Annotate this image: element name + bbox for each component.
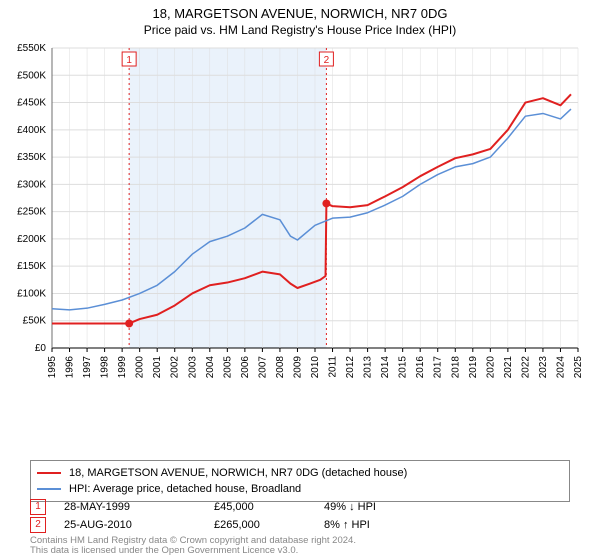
svg-text:£450K: £450K: [17, 98, 46, 109]
svg-text:2003: 2003: [187, 356, 198, 379]
svg-text:2013: 2013: [363, 356, 374, 379]
svg-text:£100K: £100K: [17, 288, 46, 299]
svg-text:2019: 2019: [468, 356, 479, 379]
svg-text:£300K: £300K: [17, 179, 46, 190]
footer-attribution: Contains HM Land Registry data © Crown c…: [30, 536, 356, 557]
sale-price: £265,000: [214, 519, 324, 531]
svg-text:2: 2: [324, 55, 330, 66]
svg-text:£500K: £500K: [17, 70, 46, 81]
svg-text:1: 1: [126, 55, 132, 66]
svg-text:2009: 2009: [292, 356, 303, 379]
sale-marker: 1: [30, 499, 46, 515]
svg-text:£550K: £550K: [17, 43, 46, 54]
svg-text:2022: 2022: [520, 356, 531, 379]
svg-text:2007: 2007: [257, 356, 268, 379]
svg-text:2001: 2001: [152, 356, 163, 379]
table-row: 1 28-MAY-1999 £45,000 49% ↓ HPI: [30, 498, 570, 516]
svg-text:2006: 2006: [240, 356, 251, 379]
sale-marker: 2: [30, 517, 46, 533]
svg-text:2023: 2023: [538, 356, 549, 379]
table-row: 2 25-AUG-2010 £265,000 8% ↑ HPI: [30, 516, 570, 534]
sale-price: £45,000: [214, 501, 324, 513]
svg-text:2011: 2011: [328, 356, 339, 378]
sale-delta: 8% ↑ HPI: [324, 519, 434, 531]
svg-text:1999: 1999: [117, 356, 128, 379]
svg-text:2005: 2005: [222, 356, 233, 379]
svg-text:2018: 2018: [450, 356, 461, 379]
svg-text:2012: 2012: [345, 356, 356, 379]
svg-text:2015: 2015: [398, 356, 409, 379]
sale-date: 28-MAY-1999: [64, 501, 214, 513]
svg-text:2008: 2008: [275, 356, 286, 379]
svg-text:2016: 2016: [415, 356, 426, 379]
svg-text:2017: 2017: [433, 356, 444, 379]
footer-line: This data is licensed under the Open Gov…: [30, 546, 356, 556]
legend-label: HPI: Average price, detached house, Broa…: [69, 483, 301, 495]
sale-date: 25-AUG-2010: [64, 519, 214, 531]
sale-delta: 49% ↓ HPI: [324, 501, 434, 513]
line-chart: £0£50K£100K£150K£200K£250K£300K£350K£400…: [52, 44, 584, 404]
svg-text:1996: 1996: [65, 356, 76, 379]
svg-text:£0: £0: [35, 343, 47, 354]
svg-text:2014: 2014: [380, 356, 391, 379]
svg-text:2002: 2002: [170, 356, 181, 379]
svg-text:£350K: £350K: [17, 152, 46, 163]
svg-text:2021: 2021: [503, 356, 514, 379]
svg-text:£200K: £200K: [17, 234, 46, 245]
svg-text:2025: 2025: [573, 356, 584, 379]
svg-text:2020: 2020: [485, 356, 496, 379]
legend-swatch: [37, 472, 61, 474]
chart-container: 18, MARGETSON AVENUE, NORWICH, NR7 0DG P…: [0, 0, 600, 560]
svg-text:£50K: £50K: [23, 316, 47, 327]
legend-swatch: [37, 488, 61, 490]
svg-text:£400K: £400K: [17, 125, 46, 136]
svg-text:2004: 2004: [205, 356, 216, 379]
chart-subtitle: Price paid vs. HM Land Registry's House …: [0, 21, 600, 41]
legend-item: 18, MARGETSON AVENUE, NORWICH, NR7 0DG (…: [37, 465, 563, 481]
svg-text:2000: 2000: [135, 356, 146, 379]
chart-title: 18, MARGETSON AVENUE, NORWICH, NR7 0DG: [0, 0, 600, 21]
svg-text:1998: 1998: [100, 356, 111, 379]
legend: 18, MARGETSON AVENUE, NORWICH, NR7 0DG (…: [30, 460, 570, 502]
legend-item: HPI: Average price, detached house, Broa…: [37, 481, 563, 497]
sales-table: 1 28-MAY-1999 £45,000 49% ↓ HPI 2 25-AUG…: [30, 498, 570, 534]
legend-label: 18, MARGETSON AVENUE, NORWICH, NR7 0DG (…: [69, 467, 407, 479]
svg-text:1995: 1995: [47, 356, 58, 379]
svg-text:£250K: £250K: [17, 207, 46, 218]
svg-text:1997: 1997: [82, 356, 93, 379]
svg-text:£150K: £150K: [17, 261, 46, 272]
svg-text:2010: 2010: [310, 356, 321, 379]
svg-text:2024: 2024: [555, 356, 566, 379]
